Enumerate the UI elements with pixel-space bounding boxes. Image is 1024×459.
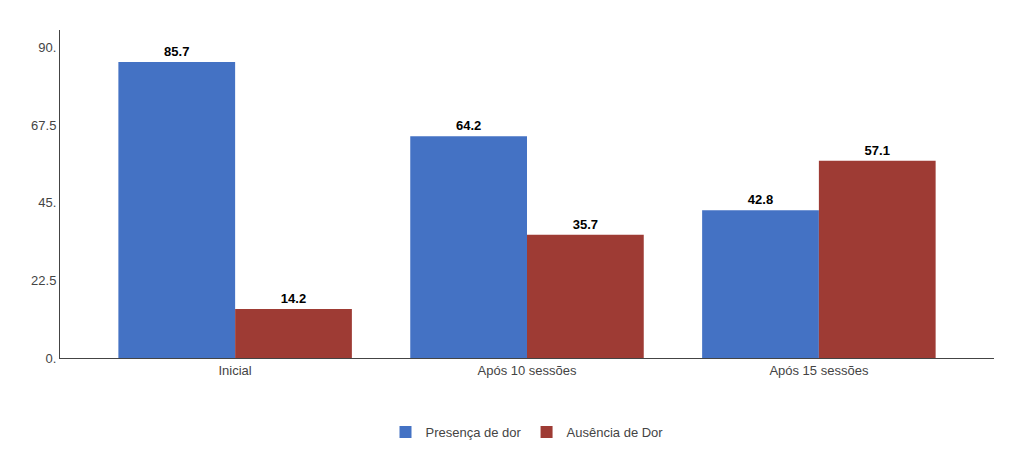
svg-text:45.: 45. (38, 195, 56, 210)
svg-text:85.7: 85.7 (164, 44, 189, 59)
svg-text:64.2: 64.2 (456, 118, 481, 133)
svg-text:14.2: 14.2 (281, 291, 306, 306)
svg-text:Presença de dor: Presença de dor (426, 425, 522, 440)
svg-text:Ausência de Dor: Ausência de Dor (567, 425, 664, 440)
svg-text:22.5: 22.5 (31, 273, 56, 288)
svg-text:0.: 0. (46, 351, 57, 366)
svg-text:57.1: 57.1 (865, 143, 890, 158)
svg-text:Inicial: Inicial (219, 363, 252, 378)
svg-text:Após 15 sessões: Após 15 sessões (769, 363, 869, 378)
svg-text:35.7: 35.7 (573, 217, 598, 232)
svg-text:Após 10 sessões: Após 10 sessões (477, 363, 577, 378)
svg-text:90.: 90. (38, 40, 56, 55)
svg-text:42.8: 42.8 (748, 192, 773, 207)
svg-text:67.5: 67.5 (31, 118, 56, 133)
